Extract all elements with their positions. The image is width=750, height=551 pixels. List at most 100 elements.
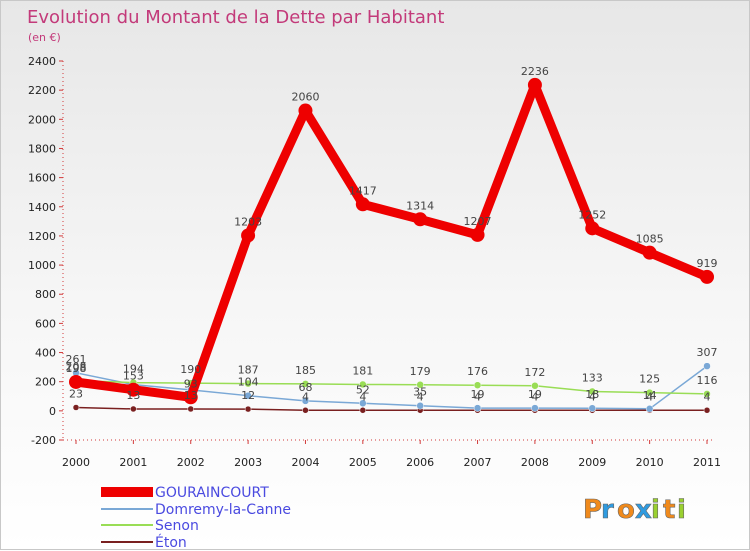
data-label: 125 <box>639 373 660 386</box>
series-point <box>473 404 482 412</box>
data-label: 179 <box>410 365 431 378</box>
x-tick-label: 2004 <box>291 456 319 469</box>
data-label: 194 <box>123 363 144 376</box>
series-point <box>244 391 252 400</box>
chart-title: Evolution du Montant de la Dette par Hab… <box>27 7 444 28</box>
x-tick-label: 2001 <box>119 456 147 469</box>
data-label: 2060 <box>291 91 319 104</box>
data-label: 4 <box>302 390 309 403</box>
y-tick-label: 1800 <box>28 142 56 155</box>
series-line-1 <box>75 365 708 410</box>
x-tick-label: 2000 <box>62 456 90 469</box>
y-tick-label: 2200 <box>28 84 56 97</box>
series-point <box>301 380 310 388</box>
y-tick-label: 200 <box>35 376 56 389</box>
data-label: 172 <box>524 366 545 379</box>
y-tick-label: 1400 <box>28 201 56 214</box>
axes: -200 0 200 400 600 800 1000 1200 1400 1600 1800 200… <box>28 55 721 469</box>
series-point <box>642 245 657 260</box>
series-point <box>527 77 542 92</box>
logo-letter: i <box>677 495 686 525</box>
data-label: 35 <box>413 386 427 399</box>
logo-letter: o <box>617 495 635 525</box>
series-point <box>72 404 80 411</box>
series-point <box>355 197 370 212</box>
series-point <box>301 397 310 405</box>
logo-letter: P <box>583 495 602 525</box>
data-label: 4 <box>474 390 481 403</box>
series-line-2 <box>75 379 708 395</box>
data-label: 1252 <box>578 208 606 221</box>
y-tick-label: 800 <box>35 288 56 301</box>
data-label: 307 <box>697 346 718 359</box>
data-label: 1207 <box>464 215 492 228</box>
data-label: 208 <box>66 361 87 374</box>
data-label: 4 <box>646 390 653 403</box>
data-label: 68 <box>298 381 312 394</box>
data-label: 12 <box>241 389 255 402</box>
data-label: 133 <box>582 371 603 384</box>
data-label: 13 <box>126 389 140 402</box>
y-tick-label: 1600 <box>28 172 56 185</box>
data-label: 19 <box>471 388 485 401</box>
series-point <box>359 380 367 389</box>
series-point <box>645 405 654 413</box>
data-label: 1085 <box>636 233 664 246</box>
data-label: 13 <box>184 389 198 402</box>
series-point <box>130 405 137 413</box>
data-label: 190 <box>180 363 201 376</box>
data-label: 104 <box>238 376 259 389</box>
proxiti-logo: Pr o x i t i <box>583 495 687 526</box>
x-tick-label: 2003 <box>234 456 262 469</box>
y-tick-label: 600 <box>35 317 56 330</box>
y-tick-label: 1000 <box>28 259 56 272</box>
series-point <box>588 387 597 396</box>
series-line-0 <box>75 80 709 402</box>
data-label: 4 <box>589 390 596 403</box>
data-label: 4 <box>531 390 538 403</box>
legend-label: Éton <box>155 534 187 551</box>
data-label: 116 <box>697 374 718 387</box>
x-tick-label: 2008 <box>521 456 549 469</box>
y-tick-label: 0 <box>49 405 56 418</box>
x-tick-label: 2009 <box>578 456 606 469</box>
legend-label: GOURAINCOURT <box>155 485 269 501</box>
data-label: 261 <box>66 353 87 366</box>
data-label: 18 <box>585 388 599 401</box>
chart-subtitle: (en €) <box>28 31 61 44</box>
series-line-3 <box>75 406 707 412</box>
series-point <box>416 381 424 389</box>
series-point <box>588 404 597 412</box>
data-label: 93 <box>184 377 198 390</box>
data-label: 14 <box>643 389 657 402</box>
legend-label: Senon <box>155 518 199 534</box>
logo-letter: t <box>663 495 675 525</box>
data-label: 1417 <box>349 184 377 197</box>
series-point <box>187 405 194 413</box>
data-label: 185 <box>295 364 316 377</box>
series-point <box>703 407 711 414</box>
series-point <box>531 382 539 390</box>
series-point <box>359 407 367 414</box>
series-point <box>359 399 367 408</box>
data-label: 1203 <box>234 215 262 228</box>
data-label: 4 <box>704 390 711 403</box>
data-label: 919 <box>697 257 718 270</box>
series-point <box>700 269 714 284</box>
x-tick-label: 2010 <box>636 456 664 469</box>
y-tick-label: 2000 <box>28 113 56 126</box>
data-label: 187 <box>238 364 259 377</box>
data-labels: 1981539312032060141713141207223612521085… <box>66 65 718 403</box>
data-label: 2236 <box>521 65 549 78</box>
series-point <box>703 390 711 398</box>
y-tick-label: 1200 <box>28 230 56 243</box>
data-label: 23 <box>69 387 83 400</box>
series-point <box>585 221 600 236</box>
data-label: 1314 <box>406 199 434 212</box>
logo-letter: x <box>635 495 652 525</box>
y-tick-label: -200 <box>31 434 56 447</box>
x-tick-label: 2011 <box>693 456 721 469</box>
